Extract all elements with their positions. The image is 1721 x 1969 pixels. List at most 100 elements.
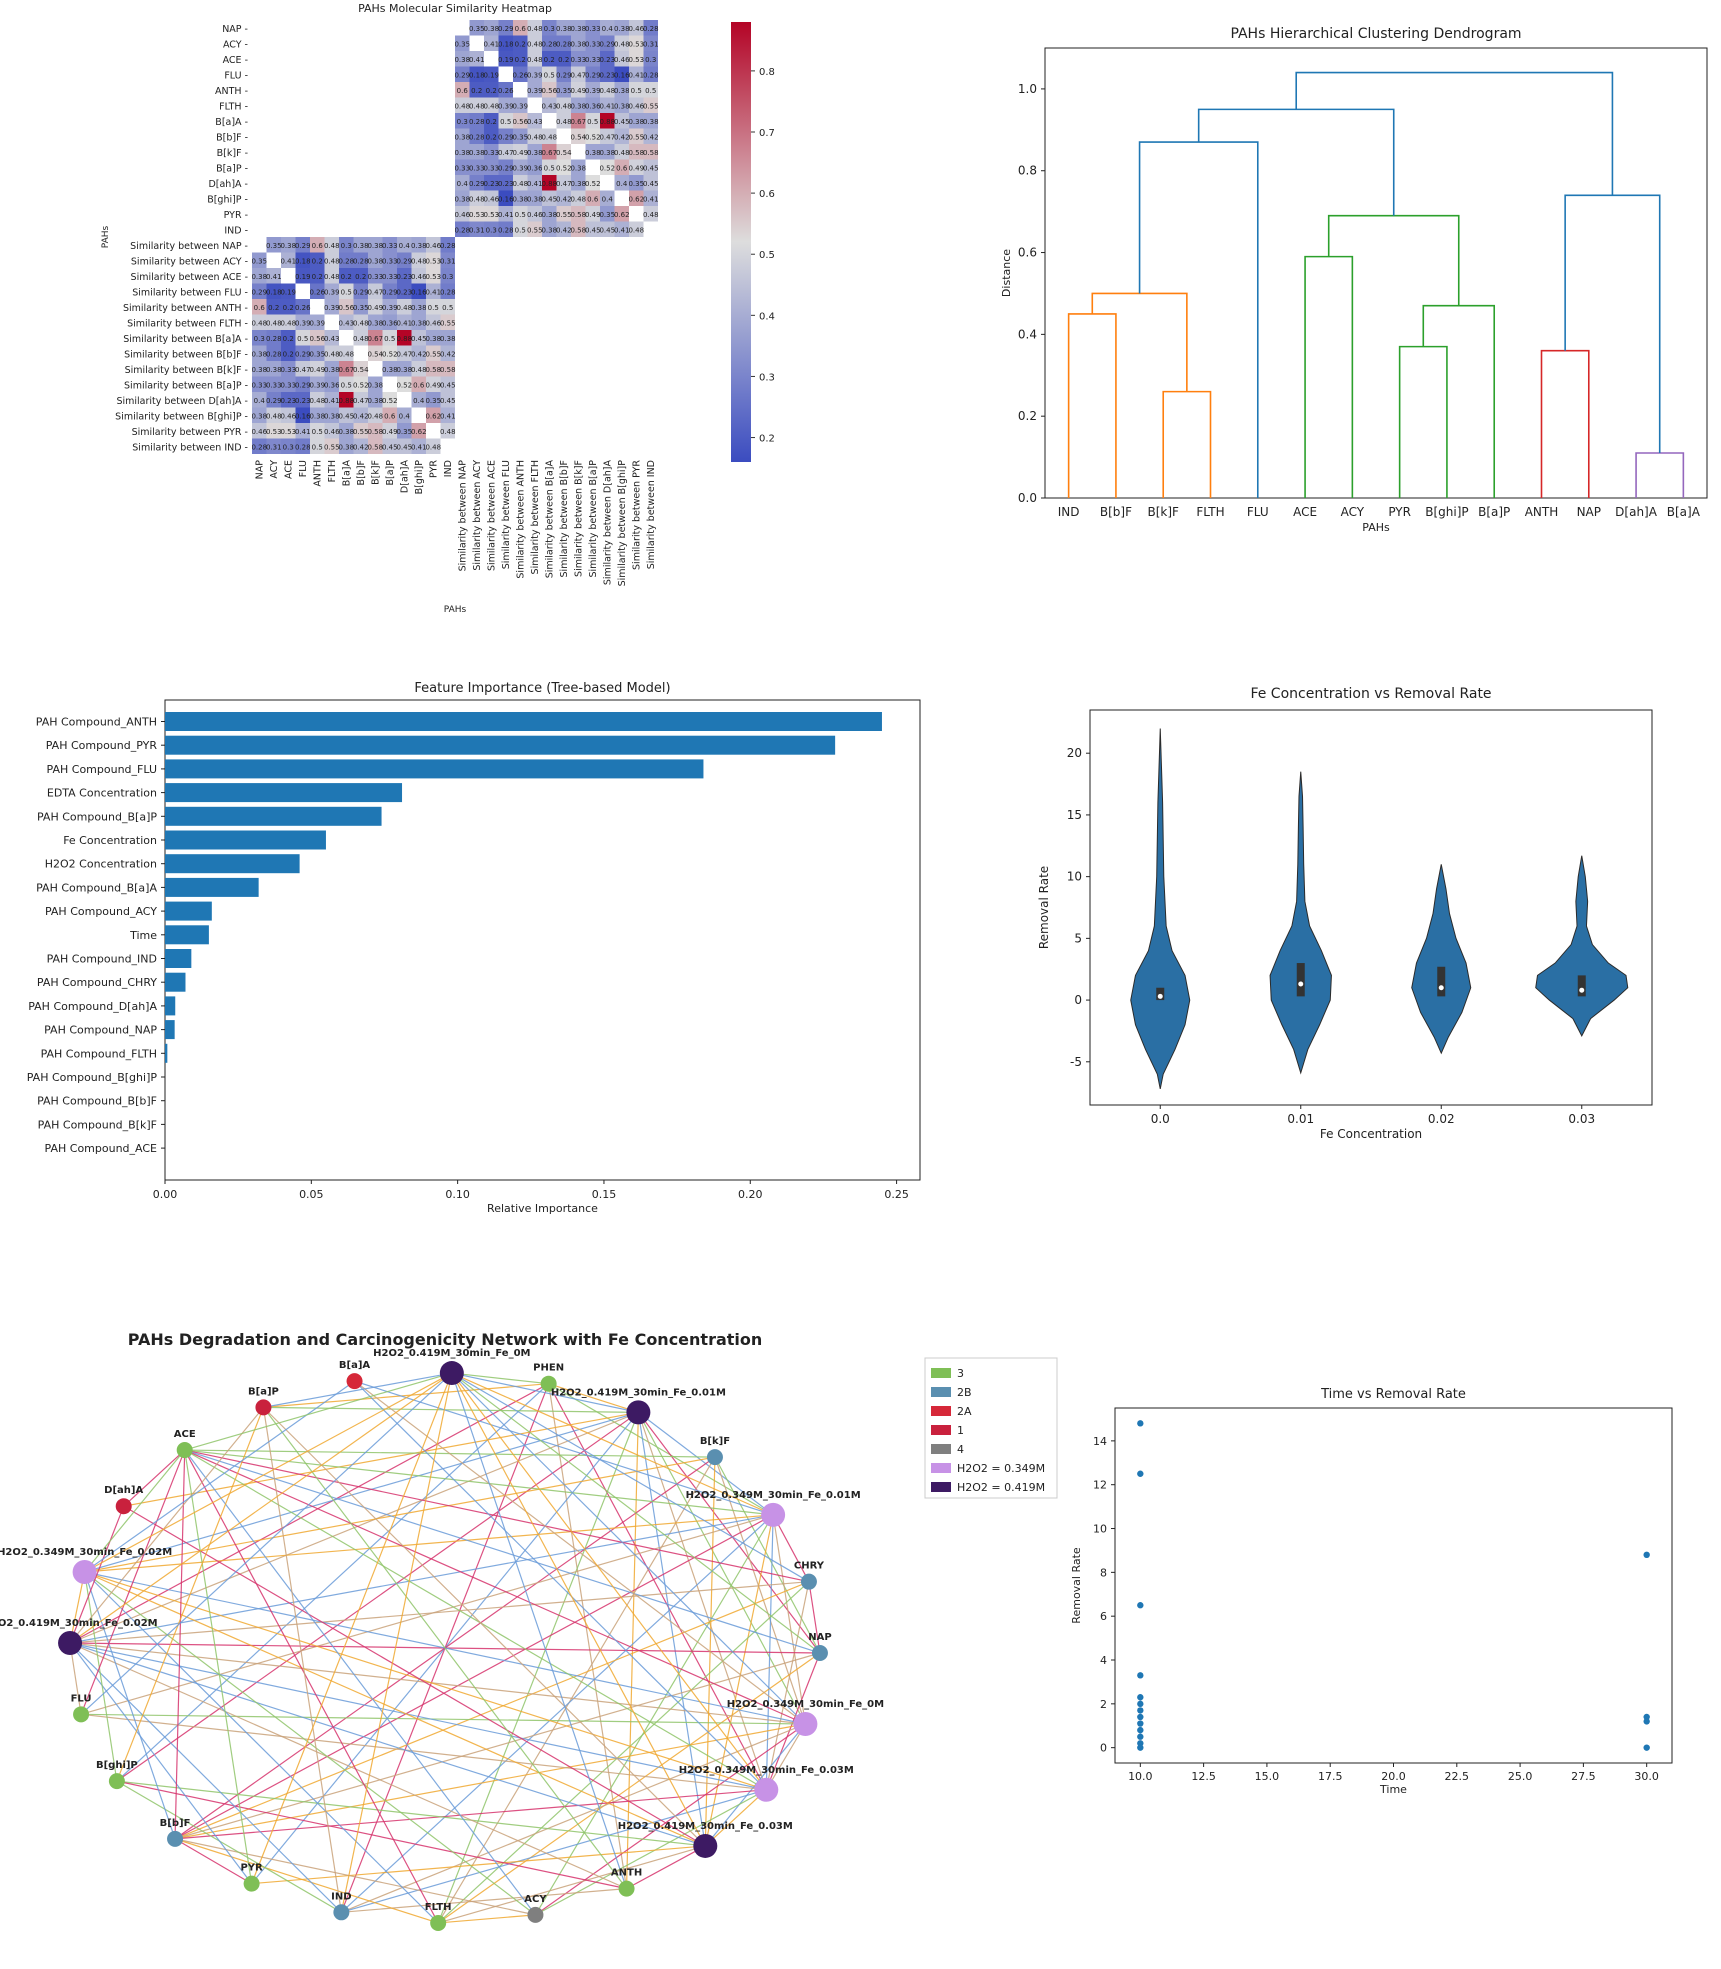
heatmap-cell-value: 0.38 [382, 366, 398, 374]
heatmap-cell [382, 330, 397, 346]
heatmap-cell-value: 0.19 [295, 273, 311, 281]
heatmap-cell-value: 0.56 [512, 118, 528, 126]
scatter-ytick-label: 14 [1093, 1435, 1107, 1448]
heatmap-cell [571, 51, 586, 67]
network-edge [263, 1383, 549, 1408]
heatmap-cell [585, 190, 600, 206]
heatmap-cell [368, 283, 383, 299]
heatmap-cell-value: 0.38 [338, 428, 354, 436]
heatmap-cell [397, 268, 412, 284]
heatmap-cell [585, 221, 600, 237]
heatmap-cell-value: 0.5 [587, 118, 598, 126]
heatmap-cell [310, 423, 325, 439]
heatmap-cell [455, 113, 470, 129]
network-edge [251, 1845, 706, 1885]
violin-ytick-label: 0 [1074, 993, 1082, 1007]
heatmap-cell [600, 159, 615, 175]
heatmap-cell [542, 82, 557, 98]
heatmap-cell [310, 407, 325, 423]
heatmap-cell-value: 0.38 [396, 366, 412, 374]
heatmap-cell [600, 206, 615, 222]
heatmap-cell-value: 0.45 [411, 335, 427, 343]
heatmap-cell-value: 0.47 [498, 149, 514, 157]
heatmap-cell [455, 206, 470, 222]
heatmap-cell-value: 0.45 [382, 443, 398, 451]
heatmap-cell-value: 0.26 [512, 71, 528, 79]
heatmap-cell-value: 0.55 [527, 226, 543, 234]
heatmap-row-label: ACY - [223, 39, 248, 50]
heatmap-cell-value: 0.48 [469, 102, 485, 110]
heatmap-cell [266, 376, 281, 392]
heatmap-cell-value: 0.45 [396, 443, 412, 451]
dendrogram-link [1067, 313, 1117, 498]
heatmap-cell [324, 345, 339, 361]
violin-chart: Fe Concentration vs Removal Rate -5 0 5 10 15… [1037, 686, 1653, 1141]
heatmap-row-label: IND - [224, 225, 248, 236]
heatmap-cell-value: 0.47 [570, 71, 586, 79]
heatmap-cell-value: 0.33 [382, 257, 398, 265]
heatmap-cell [426, 314, 441, 330]
network-edge [123, 1449, 186, 1507]
heatmap-cell [324, 361, 339, 377]
heatmap-cell [556, 35, 571, 51]
bar-category-label: PAH Compound_B[b]F [37, 1095, 157, 1108]
heatmap-cell-value: 0.38 [614, 25, 630, 33]
legend-label: 3 [957, 1367, 964, 1380]
heatmap-cell-value: 0.3 [442, 273, 453, 281]
heatmap-cell-value: 0.67 [541, 149, 557, 157]
network-edge [772, 1514, 806, 1725]
heatmap-col-label: ACY [269, 460, 280, 479]
heatmap-cell [266, 283, 281, 299]
heatmap-cell-value: 0.38 [469, 149, 485, 157]
heatmap-cell-value: 0.54 [353, 366, 369, 374]
heatmap-cell [281, 330, 296, 346]
heatmap-cell-value: 0.4 [602, 195, 614, 203]
heatmap-cell-value: 0.49 [309, 366, 325, 374]
heatmap-cell-value: 0.23 [483, 180, 499, 188]
legend-label: 2A [957, 1405, 972, 1418]
heatmap-cell [498, 206, 513, 222]
heatmap-col-label: Similarity between NAP [457, 460, 468, 572]
heatmap-cell [266, 299, 281, 315]
heatmap-cell-value: 0.2 [283, 350, 294, 358]
heatmap-cell [411, 361, 426, 377]
heatmap-cell-value: 0.48 [541, 133, 557, 141]
network-node-label: H2O2_0.349M_30min_Fe_0M [727, 1699, 884, 1710]
heatmap-cell [455, 97, 470, 113]
heatmap-cell-value: 0.28 [498, 226, 514, 234]
heatmap-cell [397, 376, 412, 392]
heatmap-cell [498, 97, 513, 113]
network-edge [341, 1888, 627, 1913]
heatmap-cell-value: 0.47 [556, 180, 572, 188]
heatmap-cell-value: 0.42 [353, 412, 369, 420]
heatmap-cell [295, 268, 310, 284]
network-edge [704, 1514, 774, 1847]
heatmap-cell [614, 221, 629, 237]
heatmap-cell [411, 438, 426, 454]
network-edge [80, 1449, 186, 1715]
heatmap-cell [571, 128, 586, 144]
heatmap-cell-value: 0.46 [527, 211, 543, 219]
heatmap-cell [266, 392, 281, 408]
bar-category-label: PAH Compound_ACE [45, 1142, 157, 1155]
heatmap-cell [513, 66, 528, 82]
heatmap-cell [426, 407, 441, 423]
dendrogram-link [1091, 292, 1188, 392]
bar-category-label: PAH Compound_FLTH [41, 1047, 157, 1060]
legend-swatch [931, 1425, 951, 1435]
heatmap-cell [252, 283, 267, 299]
heatmap-cell-value: 0.47 [353, 397, 369, 405]
heatmap-cell [426, 392, 441, 408]
heatmap-cell-value: 0.35 [556, 87, 572, 95]
network-edge [451, 1372, 806, 1725]
heatmap-cell-value: 0.29 [454, 71, 470, 79]
heatmap-cell-value: 0.38 [570, 102, 586, 110]
heatmap-cell [614, 66, 629, 82]
heatmap-cell-value: 0.62 [628, 195, 644, 203]
heatmap-cell [310, 361, 325, 377]
bar-category-label: PAH Compound_IND [47, 953, 157, 966]
heatmap-cell [339, 268, 354, 284]
heatmap-cell [484, 113, 499, 129]
heatmap-cell [571, 35, 586, 51]
heatmap-cell-value: 0.47 [295, 366, 311, 374]
